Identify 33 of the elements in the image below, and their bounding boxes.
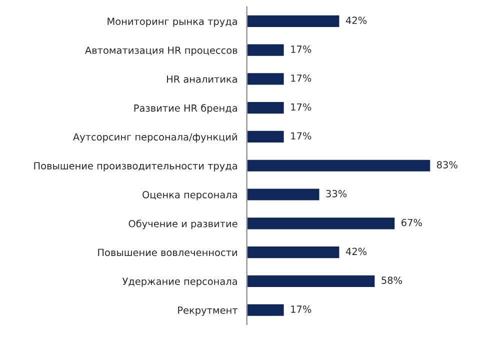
bar (246, 274, 376, 288)
y-tick-label: Автоматизация HR процессов (85, 46, 238, 56)
y-tick-label: Повышение производительности труда (34, 162, 237, 172)
bar (246, 100, 286, 116)
data-label: 17% (291, 103, 312, 111)
data-label: 33% (326, 190, 347, 198)
data-label: 17% (291, 132, 312, 140)
data-label: 17% (291, 306, 312, 313)
data-label: 83% (436, 161, 458, 168)
bar (246, 42, 286, 58)
data-label: 58% (382, 276, 402, 284)
bar (246, 72, 286, 86)
y-tick-label: Оценка персонала (142, 190, 237, 200)
bar (246, 302, 286, 318)
y-tick-label: Аутсорсинг персонала/функций (73, 133, 237, 142)
y-tick-label: Развитие HR бренда (134, 104, 237, 114)
y-tick-label: Рекрутмент (178, 306, 238, 316)
bar (246, 14, 341, 28)
data-label: 17% (291, 46, 312, 53)
y-tick-label: Удержание персонала (122, 278, 237, 287)
bar (246, 130, 286, 144)
data-label: 42% (346, 16, 367, 24)
bar (246, 187, 321, 202)
data-label: 42% (346, 248, 367, 256)
bar (246, 216, 396, 231)
bar (246, 245, 341, 260)
y-tick-label: Обучение и развитие (128, 220, 238, 230)
y-tick-label: Повышение вовлеченности (98, 248, 237, 256)
y-tick-label: Мониторинг рынка труда (108, 18, 237, 27)
data-label: 67% (402, 218, 422, 226)
y-tick-label: HR аналитика (166, 76, 237, 83)
bar (246, 158, 431, 173)
data-label: 17% (291, 74, 312, 82)
